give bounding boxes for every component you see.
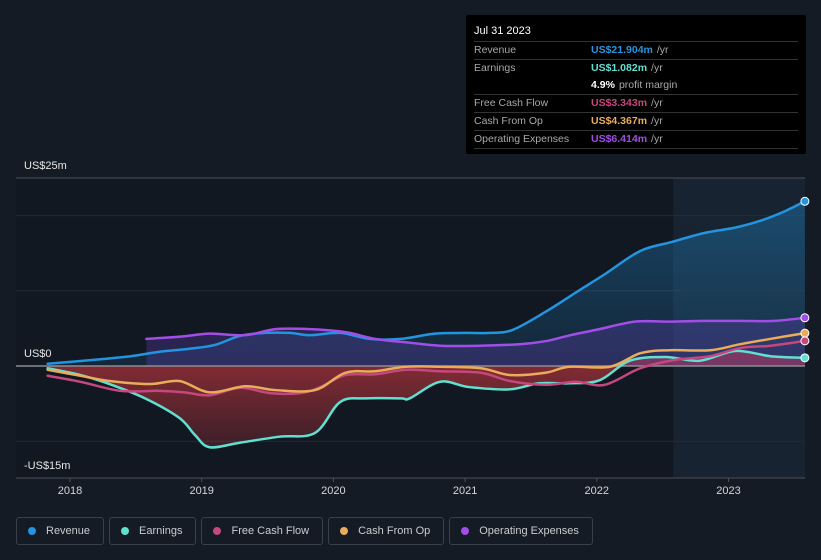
tooltip-panel: Jul 31 2023 Revenue US$21.904m /yr Earni…	[466, 15, 806, 154]
tooltip-label: Revenue	[474, 44, 517, 56]
endpoint-earnings[interactable]	[800, 353, 810, 363]
tooltip-value: US$3.343m	[591, 97, 648, 109]
legend-label: Free Cash Flow	[231, 525, 310, 537]
tooltip-row-profit-margin: 4.9% profit margin	[474, 77, 798, 95]
tooltip-label: Earnings	[474, 62, 516, 74]
tooltip-row-earnings: Earnings US$1.082m /yr	[474, 60, 798, 77]
tooltip-row-cash-from-op: Cash From Op US$4.367m /yr	[474, 113, 798, 131]
tooltip-date: Jul 31 2023	[474, 23, 798, 42]
legend-dot-icon	[121, 527, 130, 535]
tooltip-value: US$21.904m	[591, 44, 653, 56]
x-tick-label: 2018	[57, 485, 83, 497]
tooltip-row-free-cash-flow: Free Cash Flow US$3.343m /yr	[474, 95, 798, 113]
legend-item-earnings[interactable]: Earnings	[109, 517, 197, 545]
legend-label: Revenue	[46, 525, 91, 537]
tooltip-suffix: profit margin	[618, 79, 678, 91]
line-cash-from-op	[46, 331, 807, 394]
tooltip-label: Free Cash Flow	[474, 97, 549, 109]
line-earnings	[46, 349, 807, 449]
x-tick-label: 2019	[189, 485, 214, 497]
tooltip-value: US$4.367m	[591, 115, 648, 127]
y-axis-zero-label: US$0	[24, 348, 52, 360]
tooltip-suffix: /yr	[656, 44, 669, 56]
series-endpoints	[800, 196, 810, 363]
x-tick-label: 2021	[452, 485, 478, 497]
legend-item-free-cash-flow[interactable]: Free Cash Flow	[201, 517, 324, 545]
tooltip-suffix: /yr	[651, 133, 663, 145]
legend-dot-icon	[461, 527, 470, 535]
legend: Revenue Earnings Free Cash Flow Cash Fro…	[16, 517, 593, 545]
endpoint-free-cash-flow[interactable]	[800, 336, 810, 346]
legend-item-revenue[interactable]: Revenue	[16, 517, 105, 545]
legend-dot-icon	[28, 527, 36, 535]
tooltip-label	[474, 77, 591, 94]
line-revenue	[46, 200, 807, 365]
legend-label: Cash From Op	[358, 525, 431, 537]
legend-item-cash-from-op[interactable]: Cash From Op	[328, 517, 445, 545]
tooltip-suffix: /yr	[651, 97, 663, 109]
tooltip-suffix: /yr	[651, 62, 663, 74]
legend-label: Earnings	[139, 525, 183, 537]
tooltip-value: 4.9%	[591, 79, 615, 91]
series-lines	[46, 200, 807, 449]
tooltip-suffix: /yr	[651, 115, 663, 127]
tooltip-label: Operating Expenses	[474, 133, 570, 145]
legend-label: Operating Expenses	[479, 525, 579, 537]
legend-dot-icon	[340, 527, 349, 535]
tooltip-row-operating-expenses: Operating Expenses US$6.414m /yr	[474, 131, 798, 149]
legend-item-operating-expenses[interactable]: Operating Expenses	[449, 517, 593, 545]
tooltip-label: Cash From Op	[474, 115, 543, 127]
x-tick-label: 2022	[584, 485, 610, 497]
line-free-cash-flow	[46, 339, 807, 397]
legend-dot-icon	[213, 527, 222, 535]
y-axis-top-label: US$25m	[24, 160, 67, 172]
area-earnings	[47, 350, 805, 448]
tooltip-row-revenue: Revenue US$21.904m /yr	[474, 42, 798, 60]
endpoint-cash-from-op[interactable]	[800, 328, 810, 338]
x-tick-label: 2020	[321, 485, 346, 497]
endpoint-revenue[interactable]	[800, 196, 810, 206]
endpoint-operating-expenses[interactable]	[800, 313, 810, 323]
tooltip-value: US$1.082m	[591, 62, 648, 74]
y-axis-bottom-label: -US$15m	[24, 460, 71, 472]
line-operating-expenses	[145, 316, 807, 348]
tooltip-value: US$6.414m	[591, 133, 648, 145]
x-tick-label: 2023	[716, 485, 741, 497]
